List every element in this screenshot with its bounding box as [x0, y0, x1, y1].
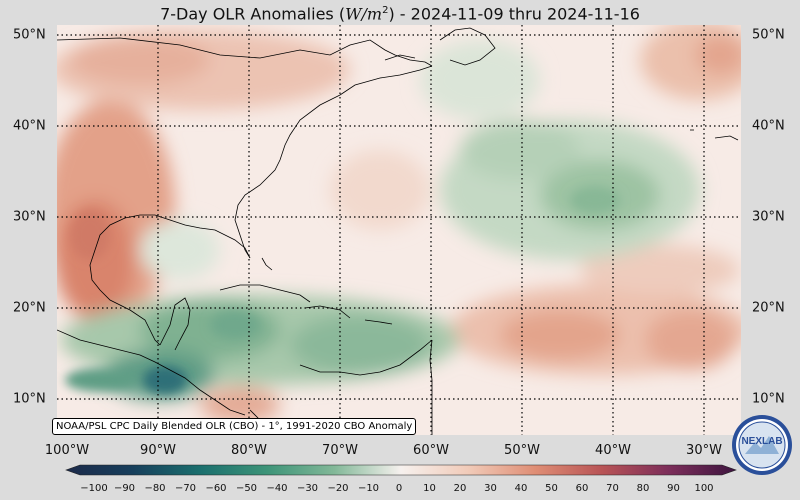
- colorbar-tick: −70: [174, 483, 197, 494]
- colorbar-tick: −80: [144, 483, 166, 494]
- colorbar-tick: 30: [484, 483, 497, 494]
- lon-label: 60°W: [413, 443, 449, 458]
- lat-label: 20°N: [752, 300, 785, 316]
- lon-label: 100°W: [44, 443, 90, 458]
- lat-label: 20°N: [13, 300, 46, 316]
- lat-label: 10°N: [13, 391, 46, 407]
- colorbar-tick: −20: [327, 483, 349, 494]
- colorbar-tick: 100: [694, 483, 714, 494]
- lon-label: 70°W: [322, 443, 358, 458]
- lat-label: 10°N: [752, 391, 785, 407]
- colorbar-tick: −10: [357, 483, 380, 494]
- logo-text: NEXLAB: [741, 436, 782, 447]
- lon-label: 90°W: [140, 443, 176, 458]
- colorbar-tick: 50: [545, 483, 558, 494]
- lon-label: 80°W: [231, 443, 267, 458]
- colorbar-tick: −30: [296, 483, 319, 494]
- colorbar-tick: 60: [575, 483, 589, 494]
- lat-label: 30°N: [752, 209, 785, 225]
- colorbar: [65, 464, 737, 476]
- lon-label: 40°W: [595, 443, 631, 458]
- nexlab-logo: NEXLAB: [732, 415, 792, 475]
- lat-label: 40°N: [752, 118, 785, 134]
- graticule: [57, 25, 741, 435]
- colorbar-tick: 70: [606, 483, 619, 494]
- colorbar-tick: −60: [205, 483, 227, 494]
- colorbar-tick: 0: [395, 483, 403, 494]
- colorbar-tick: 20: [453, 483, 467, 494]
- lon-label: 50°W: [504, 443, 540, 458]
- colorbar-tick: −100: [80, 483, 108, 494]
- lon-label: 30°W: [686, 443, 722, 458]
- colorbar-tick: 40: [514, 483, 528, 494]
- coastlines: [57, 27, 739, 435]
- colorbar-tick: −90: [113, 483, 136, 494]
- colorbar-tick: 80: [636, 483, 650, 494]
- map-title: 7-Day OLR Anomalies (W/m2) - 2024-11-09 …: [160, 4, 640, 24]
- lat-label: 40°N: [13, 118, 46, 134]
- lat-label: 50°N: [752, 27, 785, 43]
- colorbar-tick: 90: [667, 483, 680, 494]
- colorbar-tick: −50: [235, 483, 258, 494]
- anomaly-field: [57, 25, 741, 435]
- data-source-credit: NOAA/PSL CPC Daily Blended OLR (CBO) - 1…: [52, 418, 417, 435]
- lat-label: 30°N: [13, 209, 46, 225]
- colorbar-tick: 10: [423, 483, 436, 494]
- colorbar-tick: −40: [266, 483, 288, 494]
- lat-label: 50°N: [13, 27, 46, 43]
